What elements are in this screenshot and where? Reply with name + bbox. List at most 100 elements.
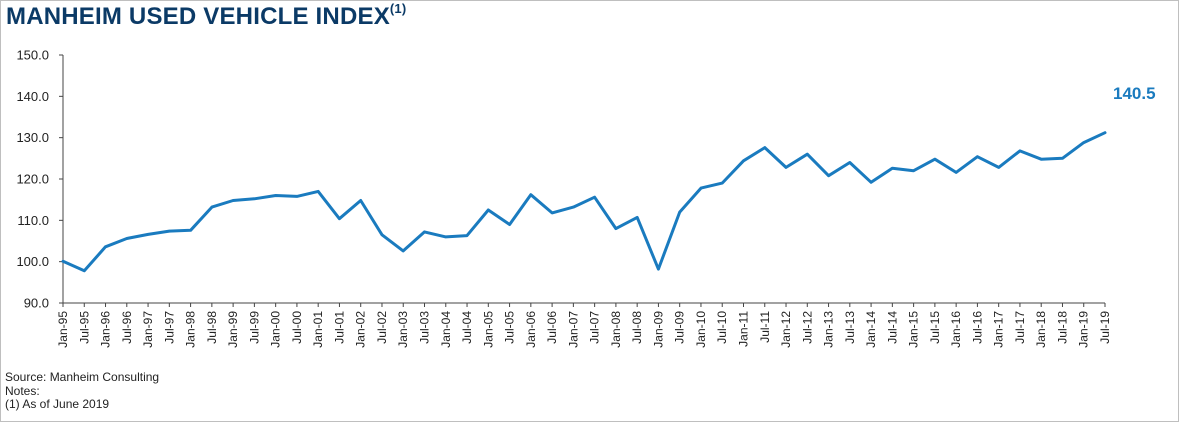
y-tick-label: 130.0 — [16, 130, 49, 145]
y-tick-label: 140.0 — [16, 89, 49, 104]
data-point — [997, 166, 1000, 169]
data-point — [359, 199, 362, 202]
data-point — [699, 186, 703, 190]
x-tick-label: Jan-08 — [609, 311, 623, 348]
data-point — [444, 235, 447, 239]
data-point — [572, 205, 575, 209]
x-tick-label: Jan-02 — [354, 311, 368, 348]
data-point — [210, 205, 214, 209]
x-tick-label: Jul-95 — [77, 311, 91, 344]
x-tick-label: Jan-97 — [141, 311, 155, 348]
data-point — [1061, 157, 1064, 160]
data-point — [954, 171, 958, 174]
x-tick-label: Jul-11 — [758, 311, 772, 343]
data-point — [550, 211, 554, 215]
data-point — [912, 169, 915, 172]
x-tick-label: Jan-16 — [949, 311, 963, 348]
data-point — [1082, 141, 1085, 144]
x-tick-label: Jul-19 — [1098, 311, 1112, 344]
x-tick-label: Jul-09 — [673, 311, 687, 344]
data-point — [742, 159, 745, 163]
x-tick-label: Jan-12 — [779, 311, 793, 348]
data-point — [1040, 157, 1043, 161]
y-tick-label: 100.0 — [16, 254, 49, 269]
data-point — [976, 155, 979, 158]
data-point — [593, 195, 596, 199]
data-point — [848, 161, 852, 164]
x-tick-label: Jan-06 — [524, 311, 538, 348]
x-tick-label: Jan-07 — [566, 311, 580, 348]
data-point — [104, 245, 107, 248]
x-tick-label: Jul-17 — [1013, 311, 1027, 344]
y-tick-label: 110.0 — [17, 213, 49, 228]
data-point — [423, 230, 426, 234]
x-tick-label: Jul-99 — [247, 311, 261, 344]
data-point — [380, 233, 384, 236]
x-tick-label: Jul-98 — [205, 311, 219, 344]
y-tick-label: 150.0 — [16, 48, 49, 63]
y-axis-ticks: 90.0 100.0 110.0 120.0 130.0 140.0 150.0 — [16, 48, 63, 311]
series-line — [61, 131, 1107, 273]
x-tick-label: Jan-09 — [651, 311, 665, 348]
data-point — [614, 227, 618, 230]
x-tick-label: Jan-19 — [1077, 311, 1091, 348]
x-tick-label: Jul-08 — [630, 311, 644, 344]
x-tick-label: Jan-11 — [736, 311, 750, 347]
data-point — [635, 216, 639, 219]
data-point — [125, 237, 128, 240]
x-tick-label: Jul-13 — [843, 311, 857, 344]
x-tick-label: Jan-14 — [864, 311, 878, 348]
data-point — [933, 157, 937, 161]
data-point — [721, 181, 724, 185]
x-tick-label: Jul-06 — [545, 311, 559, 344]
x-tick-label: Jan-13 — [822, 311, 836, 348]
x-tick-label: Jul-15 — [928, 311, 942, 344]
data-point — [891, 167, 894, 170]
x-tick-label: Jul-05 — [503, 311, 517, 344]
x-tick-label: Jan-04 — [439, 311, 453, 348]
chart-title-text: MANHEIM USED VEHICLE INDEX — [6, 3, 390, 30]
x-tick-label: Jan-01 — [311, 311, 325, 348]
x-tick-label: Jan-99 — [226, 311, 240, 348]
x-tick-label: Jul-18 — [1055, 311, 1069, 344]
data-point — [827, 174, 830, 177]
data-point — [189, 229, 192, 232]
y-tick-label: 90.0 — [24, 296, 49, 311]
data-point — [168, 229, 171, 233]
x-tick-label: Jan-95 — [56, 311, 70, 348]
x-tick-label: Jul-03 — [418, 311, 432, 344]
x-tick-label: Jan-98 — [184, 311, 198, 348]
x-tick-label: Jul-07 — [588, 311, 602, 344]
x-tick-label: Jul-12 — [800, 311, 814, 344]
data-point — [295, 195, 299, 198]
x-tick-label: Jul-14 — [885, 311, 899, 344]
x-tick-label: Jan-03 — [396, 311, 410, 348]
x-tick-label: Jul-10 — [715, 311, 729, 344]
data-point — [316, 190, 320, 193]
data-point — [678, 210, 681, 214]
x-tick-label: Jul-04 — [460, 311, 474, 344]
data-point — [253, 197, 256, 201]
y-tick-label: 120.0 — [16, 172, 49, 187]
x-tick-label: Jul-16 — [970, 311, 984, 344]
chart-notes: Source: Manheim Consulting Notes: (1) As… — [5, 370, 160, 412]
notes-label: Notes: — [5, 383, 40, 398]
data-point — [784, 166, 788, 169]
source-note: Source: Manheim Consulting — [5, 370, 160, 384]
data-point — [508, 223, 511, 226]
data-point — [657, 267, 660, 271]
x-tick-label: Jan-05 — [481, 311, 495, 348]
data-point — [1018, 149, 1022, 153]
data-point — [529, 193, 533, 196]
x-tick-label: Jan-18 — [1034, 311, 1048, 348]
data-point — [465, 234, 469, 237]
data-point — [402, 249, 405, 253]
data-labels: 140.5 — [1113, 84, 1156, 103]
last-value-label: 140.5 — [1113, 84, 1156, 103]
x-tick-label: Jul-00 — [290, 311, 304, 344]
data-point — [231, 199, 235, 202]
x-tick-label: Jul-97 — [162, 311, 176, 344]
data-point — [338, 217, 341, 220]
x-tick-label: Jan-17 — [992, 311, 1006, 348]
